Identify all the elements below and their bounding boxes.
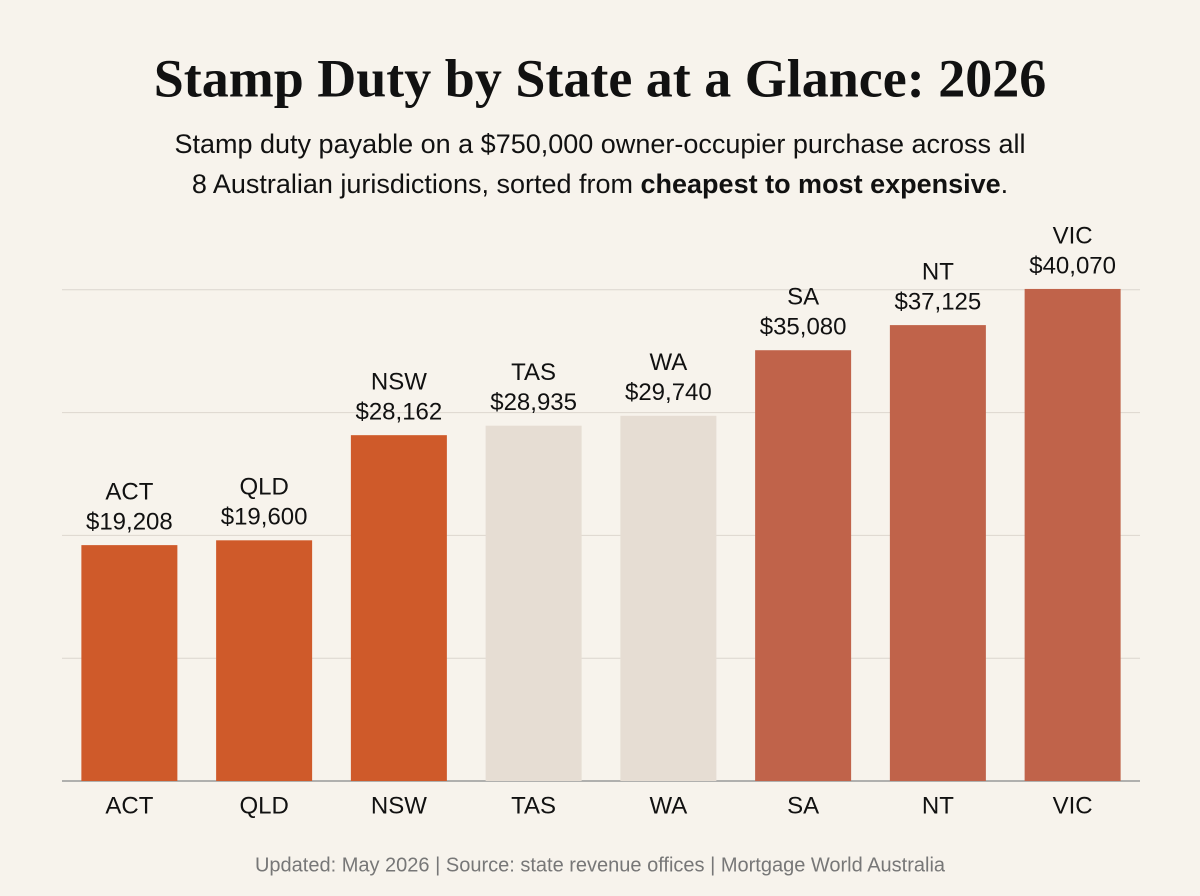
subtitle-line: 8 Australian jurisdictions, sorted from …	[192, 169, 1008, 199]
bar-category-label: SA	[787, 284, 819, 311]
subtitle-emphasis: cheapest to most expensive	[641, 169, 1001, 199]
bar	[485, 425, 582, 781]
x-tick-label: NSW	[371, 792, 427, 819]
x-tick-label: ACT	[105, 792, 153, 819]
bar	[81, 545, 178, 781]
value-label: $19,600	[221, 504, 308, 531]
x-tick-label: QLD	[239, 792, 288, 819]
bar	[1024, 288, 1121, 781]
value-label: $28,162	[355, 399, 442, 426]
bar-category-label: QLD	[239, 474, 288, 501]
bar	[350, 435, 447, 781]
subtitle-text: 8 Australian jurisdictions, sorted from	[192, 169, 641, 199]
bar	[755, 350, 852, 781]
value-label: $37,125	[894, 288, 981, 315]
bar	[889, 325, 986, 781]
x-tick-label: SA	[787, 792, 819, 819]
subtitle-text: .	[1001, 169, 1009, 199]
value-label: $40,070	[1029, 252, 1116, 279]
bar-category-label: TAS	[511, 359, 556, 386]
bar-category-label: VIC	[1053, 222, 1093, 249]
x-tick-label: NT	[922, 792, 954, 819]
bar	[216, 540, 313, 781]
bar-category-label: WA	[649, 349, 687, 376]
bar-category-label: ACT	[105, 478, 153, 505]
bar-category-label: NT	[922, 258, 954, 285]
bar-category-label: NSW	[371, 369, 427, 396]
chart-title: Stamp Duty by State at a Glance: 2026	[154, 48, 1046, 108]
value-label: $35,080	[760, 314, 847, 341]
subtitle-line: Stamp duty payable on a $750,000 owner-o…	[174, 129, 1025, 159]
value-label: $28,935	[490, 389, 577, 416]
bar	[620, 415, 717, 781]
footer: Updated: May 2026 | Source: state revenu…	[255, 854, 946, 876]
x-tick-label: VIC	[1053, 792, 1093, 819]
value-label: $29,740	[625, 379, 712, 406]
value-label: $19,208	[86, 508, 173, 535]
x-tick-label: TAS	[511, 792, 556, 819]
x-tick-label: WA	[649, 792, 687, 819]
